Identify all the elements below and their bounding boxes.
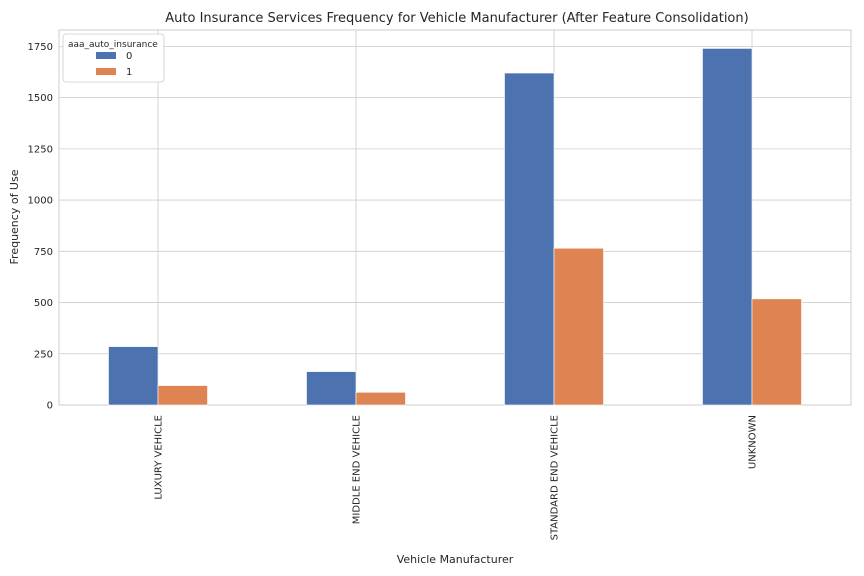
bar <box>702 48 753 406</box>
x-tick-label: STANDARD END VEHICLE <box>550 415 561 540</box>
bar <box>504 72 555 406</box>
bar <box>108 346 159 406</box>
x-axis-label: Vehicle Manufacturer <box>397 553 514 566</box>
y-tick-label: 750 <box>34 247 53 258</box>
y-tick-label: 1750 <box>28 42 53 53</box>
bar <box>553 247 604 406</box>
y-ticks: 0 250 500 750 1000 1250 1500 1750 <box>28 42 53 412</box>
legend: aaa_auto_insurance 0 1 <box>62 33 165 83</box>
legend-label: 1 <box>126 67 132 78</box>
bar <box>355 391 406 406</box>
y-tick-label: 0 <box>47 401 53 412</box>
bar <box>751 298 802 406</box>
y-tick-label: 250 <box>34 349 53 360</box>
y-tick-label: 1250 <box>28 144 53 155</box>
bar <box>157 385 208 406</box>
chart-title: Auto Insurance Services Frequency for Ve… <box>165 11 748 26</box>
y-tick-label: 1000 <box>28 196 53 207</box>
legend-swatch <box>96 68 116 75</box>
legend-swatch <box>96 52 116 59</box>
x-ticks: LUXURY VEHICLE MIDDLE END VEHICLE STANDARD… <box>154 415 759 540</box>
x-tick-label: MIDDLE END VEHICLE <box>352 415 363 524</box>
bar <box>306 371 357 406</box>
legend-title: aaa_auto_insurance <box>68 40 158 50</box>
bars <box>108 48 802 406</box>
x-tick-label: UNKNOWN <box>748 415 759 469</box>
y-axis-label: Frequency of Use <box>8 169 21 264</box>
legend-label: 0 <box>126 51 132 62</box>
x-tick-label: LUXURY VEHICLE <box>154 415 165 500</box>
y-tick-label: 1500 <box>28 93 53 104</box>
y-tick-label: 500 <box>34 298 53 309</box>
